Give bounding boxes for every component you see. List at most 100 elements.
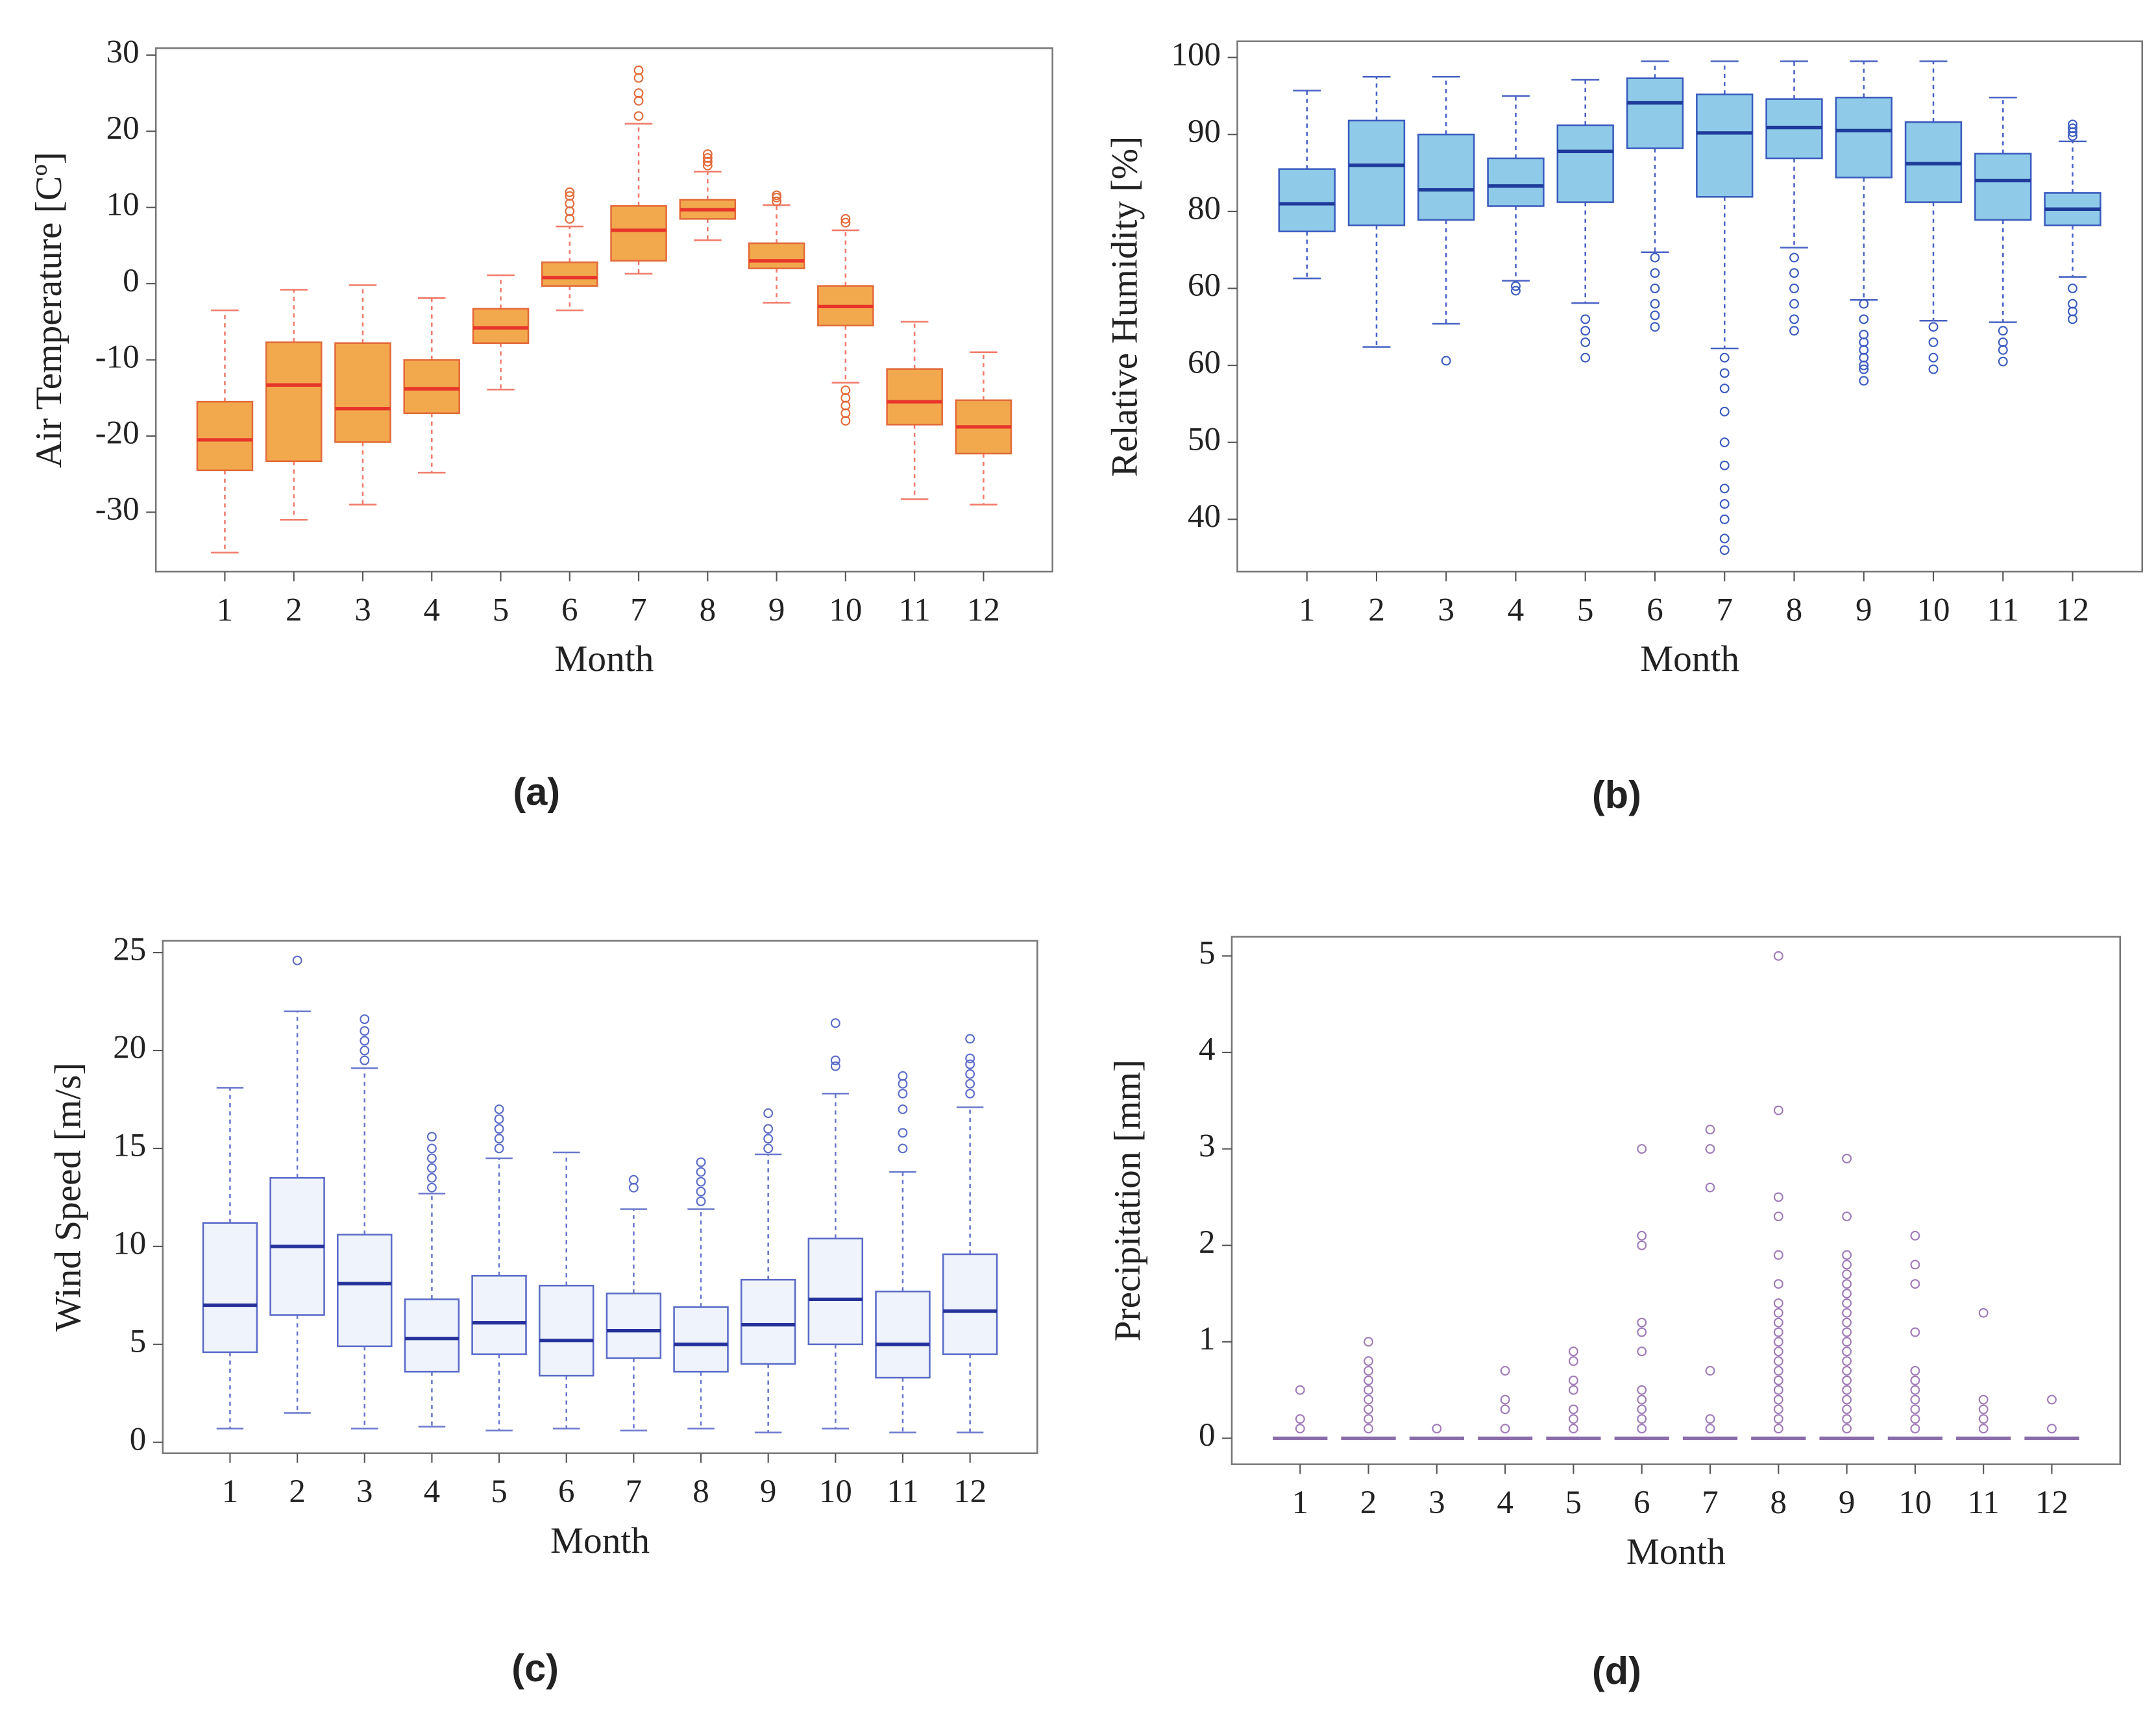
y-tick-label: -30	[95, 491, 140, 528]
outlier	[1295, 1414, 1305, 1424]
y-tick-label: 90	[1188, 114, 1221, 150]
outlier	[1842, 1346, 1852, 1357]
box	[541, 261, 598, 287]
x-tick-label: 2	[1360, 1485, 1377, 1521]
y-axis-label: Wind Speed [m/s]	[48, 1062, 89, 1332]
x-tick-label: 12	[967, 592, 1000, 628]
y-tick-label: 30	[106, 34, 140, 71]
outlier	[1500, 1366, 1510, 1376]
x-tick-label: 3	[1438, 592, 1454, 628]
box	[1626, 77, 1684, 149]
x-tick-label: 8	[700, 592, 716, 628]
y-tick-label: 0	[1199, 1417, 1215, 1453]
x-tick-label: 10	[1898, 1485, 1931, 1521]
x-tick-label: 2	[286, 592, 302, 628]
outlier	[1511, 286, 1521, 296]
outlier	[633, 65, 644, 75]
outlier	[898, 1128, 908, 1138]
x-tick-label: 6	[1634, 1485, 1650, 1521]
outlier	[1650, 322, 1660, 332]
outlier	[628, 1182, 639, 1193]
outlier	[1773, 1327, 1783, 1337]
y-tick-label: 20	[106, 110, 140, 147]
x-tick-label: 9	[1839, 1485, 1855, 1521]
box	[1417, 133, 1475, 221]
outlier	[1773, 1279, 1783, 1289]
outlier	[1364, 1385, 1373, 1395]
outlier	[1568, 1375, 1578, 1385]
outlier	[1719, 437, 1730, 448]
x-tick-label: 12	[2056, 592, 2089, 628]
outlier	[1978, 1394, 1989, 1405]
caption: (c)	[511, 1646, 559, 1690]
outlier	[1650, 252, 1660, 263]
outlier	[1842, 1394, 1852, 1405]
outlier	[1773, 1346, 1783, 1357]
plot-frame	[154, 47, 1053, 573]
outlier	[965, 1078, 975, 1089]
outlier	[1773, 1192, 1783, 1202]
y-tick-label: 40	[1188, 498, 1221, 535]
outlier	[1719, 460, 1730, 470]
box	[1696, 93, 1754, 198]
caption: (d)	[1592, 1649, 1641, 1692]
outlier	[1859, 364, 1869, 374]
outlier	[1910, 1327, 1920, 1337]
outlier	[1719, 352, 1730, 363]
x-tick-label: 9	[760, 1474, 776, 1510]
y-tick-label: 5	[130, 1324, 146, 1360]
outlier	[1364, 1337, 1373, 1347]
outlier	[696, 1197, 706, 1206]
outlier	[1773, 1394, 1783, 1405]
outlier	[2068, 284, 2077, 293]
outlier	[1789, 268, 1799, 278]
outlier	[1500, 1404, 1510, 1415]
x-axis-label: Month	[550, 1520, 650, 1561]
x-tick-label: 10	[829, 592, 862, 628]
outlier	[1719, 483, 1730, 494]
outlier	[696, 1167, 706, 1177]
outlier	[1842, 1259, 1852, 1270]
y-tick-label: -20	[95, 415, 140, 452]
caption: (b)	[1592, 773, 1641, 816]
outlier	[1910, 1230, 1920, 1241]
outlier	[1568, 1356, 1578, 1367]
y-tick-label: 4	[1199, 1032, 1215, 1068]
x-tick-label: 11	[1968, 1485, 2000, 1521]
outlier	[1928, 322, 1939, 332]
outlier	[772, 190, 782, 201]
outlier	[1773, 1375, 1783, 1385]
plot-frame	[1231, 936, 2122, 1465]
outlier	[1580, 314, 1591, 324]
y-axis-label: Air Temperature [Cº]	[29, 152, 69, 468]
x-tick-label: 7	[1716, 592, 1732, 628]
outlier	[1773, 1308, 1783, 1318]
outlier	[1842, 1366, 1852, 1376]
outlier	[1441, 356, 1451, 366]
x-tick-label: 5	[493, 592, 509, 628]
outlier	[1719, 545, 1730, 555]
x-axis-label: Month	[554, 639, 654, 679]
x-tick-label: 8	[1786, 592, 1802, 628]
outlier	[1842, 1404, 1852, 1415]
outlier	[1978, 1414, 1989, 1424]
outlier	[1842, 1375, 1852, 1385]
box	[606, 1293, 662, 1359]
outlier	[360, 1026, 370, 1036]
outlier	[426, 1132, 437, 1142]
outlier	[565, 191, 575, 201]
outlier	[1773, 1385, 1783, 1395]
y-tick-label: 60	[1188, 267, 1221, 304]
outlier	[965, 1088, 975, 1099]
outlier	[360, 1014, 370, 1025]
outlier	[2068, 314, 2077, 324]
outlier	[1364, 1414, 1373, 1424]
outlier	[763, 1143, 774, 1154]
outlier	[1568, 1424, 1578, 1434]
box	[403, 359, 461, 415]
outlier	[1773, 1356, 1783, 1367]
box	[610, 205, 667, 262]
outlier	[696, 1176, 706, 1187]
outlier	[840, 213, 851, 224]
